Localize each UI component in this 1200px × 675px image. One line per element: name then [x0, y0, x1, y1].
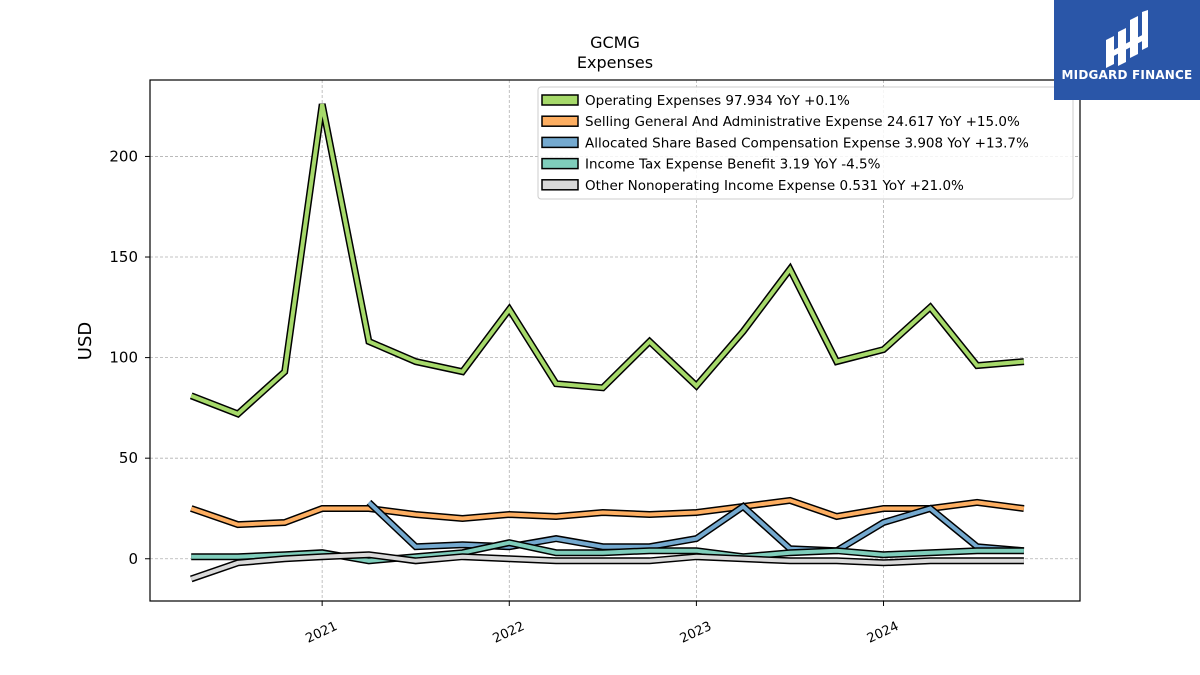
legend-entry: Other Nonoperating Income Expense 0.531 …: [585, 178, 964, 194]
legend: Operating Expenses 97.934 YoY +0.1% Selli…: [537, 86, 1074, 200]
legend-swatch: [541, 179, 579, 191]
legend-entry: Selling General And Administrative Expen…: [585, 114, 1020, 130]
y-tick-label: 150: [109, 248, 138, 266]
y-axis-label: USD: [75, 322, 96, 360]
plot-area: [149, 79, 1081, 602]
legend-swatch: [541, 136, 579, 149]
midgard-finance-logo: MIDGARD FINANCE: [1054, 0, 1200, 100]
x-tick-label: 2024: [865, 619, 901, 647]
series-line: [191, 540, 1024, 563]
legend-box: [537, 86, 1074, 200]
series-line: [190, 103, 1025, 417]
y-tick-label: 200: [109, 147, 138, 165]
x-tick-label: 2022: [491, 619, 527, 647]
series-lines: [189, 103, 1025, 583]
x-tick-label: 2023: [678, 619, 714, 647]
legend-swatch: [541, 115, 579, 127]
series-line: [190, 552, 1024, 581]
series-line: [190, 498, 1025, 527]
chart-subtitle: Expenses: [577, 53, 653, 72]
legend-entry: Allocated Share Based Compensation Expen…: [585, 135, 1029, 151]
series-line: [367, 500, 1025, 553]
x-tick-label: 2021: [304, 619, 340, 647]
legend-entry: Operating Expenses 97.934 YoY +0.1%: [585, 93, 850, 109]
logo-text: MIDGARD FINANCE: [1061, 68, 1193, 82]
logo-mark-icon: [1106, 10, 1148, 68]
x-axis: 2021 2022 2023 2024: [304, 601, 901, 647]
chart-title: GCMG: [590, 33, 640, 52]
legend-swatch: [541, 94, 579, 106]
y-tick-label: 50: [119, 449, 138, 467]
y-axis: 0 50 100 150 200: [109, 147, 150, 568]
legend-swatch: [541, 157, 579, 170]
y-tick-label: 100: [109, 349, 138, 367]
legend-entry: Income Tax Expense Benefit 3.19 YoY -4.5…: [585, 157, 881, 173]
y-tick-label: 0: [128, 550, 138, 568]
